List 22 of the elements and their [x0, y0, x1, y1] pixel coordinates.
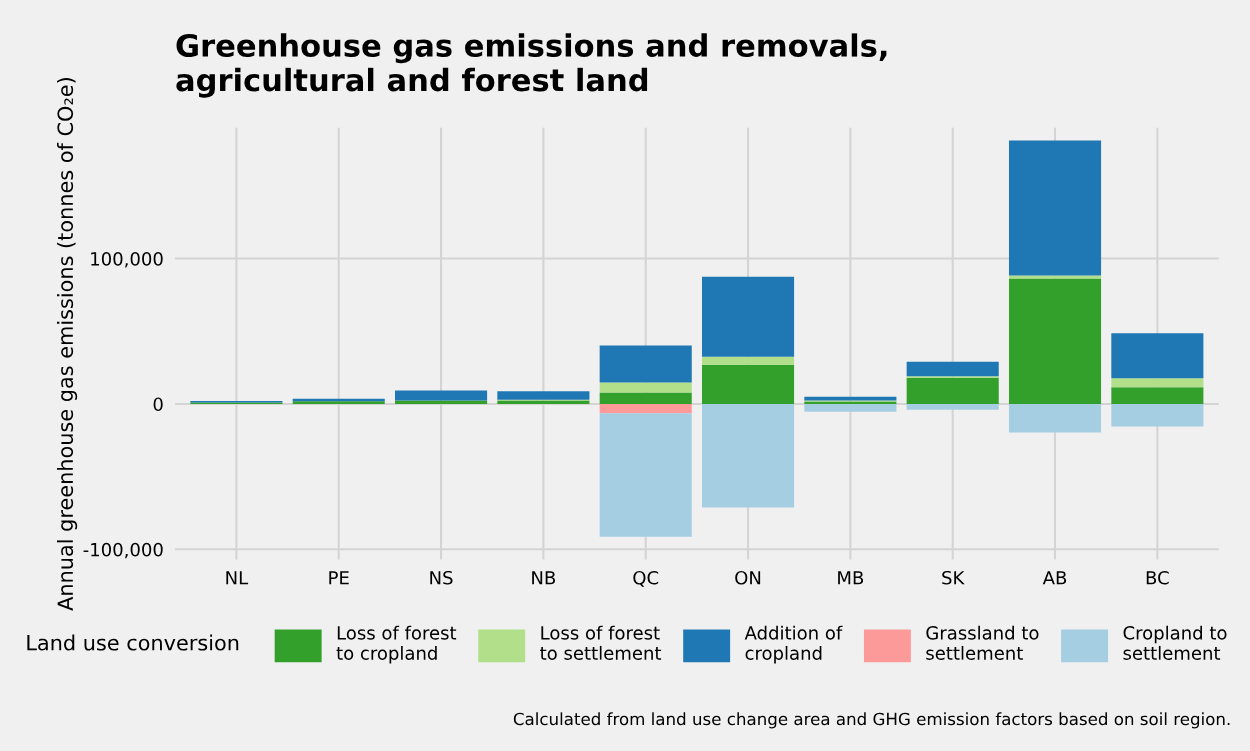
text: Calculated from land use change area and GHG emission factors based on soil region.	[513, 712, 1230, 729]
x-tick-label: NB	[532, 571, 556, 585]
x-tick-label: ON	[735, 570, 761, 585]
x-tick-label: QC	[633, 570, 659, 587]
y-tick-label: 0	[153, 397, 163, 412]
legend-label: Cropland to settlement	[1123, 625, 1227, 660]
x-tick-label: AB	[1042, 571, 1067, 585]
chart-title: Greenhouse gas emissions and removals, agricultural and forest land	[176, 33, 887, 98]
x-tick-label: PE	[329, 571, 349, 585]
y-tick-label: 100,000	[91, 251, 163, 268]
x-tick-label: MB	[838, 571, 864, 585]
x-tick-label: NS	[430, 570, 453, 585]
legend-label: Addition of cropland	[744, 625, 843, 664]
y-tick-label: -100,000	[83, 542, 163, 559]
x-tick-label: NL	[226, 571, 249, 585]
legend-label: Loss of forest to settlement	[540, 625, 662, 660]
y-axis-title: Annual greenhouse gas emissions (tonnes of CO₂e)	[56, 78, 78, 611]
legend-label: Grassland to settlement	[926, 625, 1039, 660]
x-tick-label: SK	[942, 570, 965, 585]
legend-title: Land use conversion	[27, 634, 239, 651]
legend-label: Loss of forest to cropland	[336, 625, 457, 664]
x-tick-label: BC	[1146, 570, 1169, 585]
